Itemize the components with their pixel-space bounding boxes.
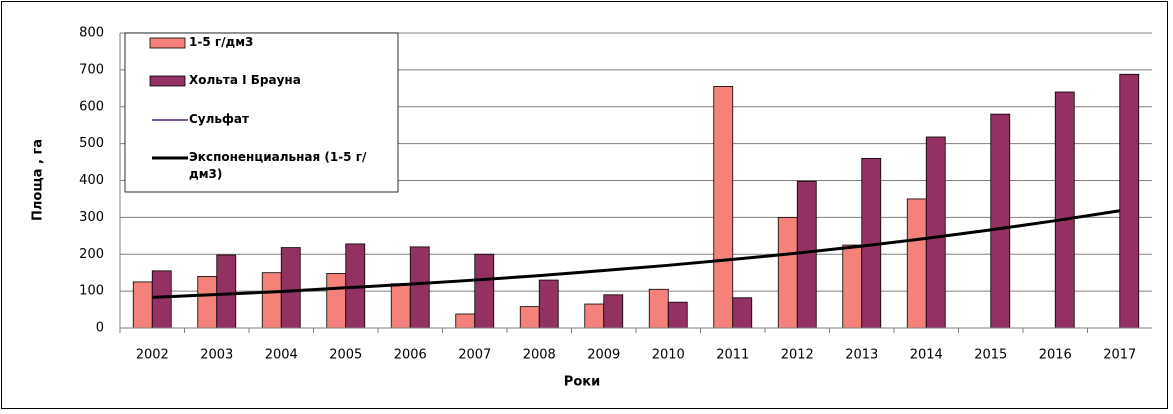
bar <box>648 288 669 329</box>
bar <box>280 247 301 329</box>
x-tick-label: 2006 <box>394 348 427 363</box>
x-tick-label: 2011 <box>716 348 749 363</box>
x-tick-label: 2013 <box>845 348 878 363</box>
x-tick-label: 2005 <box>329 348 362 363</box>
y-tick-label: 200 <box>79 247 104 262</box>
x-tick-label: 2002 <box>136 348 169 363</box>
bar <box>584 303 605 329</box>
bar <box>455 313 476 329</box>
legend-swatch <box>149 75 186 87</box>
legend-box <box>124 32 399 193</box>
bar <box>732 297 753 329</box>
bar <box>474 253 495 329</box>
x-tick-label: 2014 <box>910 348 943 363</box>
x-tick-label: 2016 <box>1039 348 1072 363</box>
bar <box>409 246 430 329</box>
bar <box>603 294 624 329</box>
bar <box>906 198 927 329</box>
x-tick-label: 2003 <box>200 348 233 363</box>
y-tick-label: 0 <box>96 321 104 336</box>
bar <box>1054 91 1075 329</box>
y-tick-label: 600 <box>79 99 104 114</box>
bar <box>777 216 798 329</box>
bar <box>261 272 282 329</box>
legend-label: Экспоненциальная (1-5 г/дм3) <box>189 150 367 181</box>
x-tick-label: 2012 <box>781 348 814 363</box>
x-tick-label: 2004 <box>265 348 298 363</box>
bar <box>519 306 540 329</box>
bar <box>713 86 734 329</box>
y-tick-label: 500 <box>79 136 104 151</box>
bar <box>390 283 411 329</box>
x-tick-label: 2017 <box>1103 348 1136 363</box>
bar <box>538 279 559 329</box>
x-tick-label: 2010 <box>652 348 685 363</box>
bar <box>796 180 817 329</box>
bar <box>197 275 218 329</box>
legend-swatch <box>149 37 186 49</box>
x-tick-label: 2009 <box>587 348 620 363</box>
bar <box>326 273 347 329</box>
bar <box>216 254 237 329</box>
y-tick-label: 100 <box>79 284 104 299</box>
bar <box>132 281 153 329</box>
y-tick-label: 300 <box>79 210 104 225</box>
bar <box>151 270 172 329</box>
bar <box>842 244 863 329</box>
legend-label: 1-5 г/дм3 <box>189 35 254 49</box>
line <box>152 209 1120 299</box>
x-axis-title: Роки <box>564 375 600 390</box>
y-tick-label: 400 <box>79 173 104 188</box>
bar <box>990 113 1011 329</box>
bar <box>925 136 946 329</box>
x-tick-label: 2007 <box>458 348 491 363</box>
y-tick-label: 800 <box>79 26 104 41</box>
legend-label: Хольта І Брауна <box>189 73 301 87</box>
x-tick-label: 2015 <box>974 348 1007 363</box>
bar <box>1119 73 1140 329</box>
x-tick-label: 2008 <box>523 348 556 363</box>
legend-label: Сульфат <box>189 112 249 126</box>
y-axis-title: Площа , га <box>31 139 46 221</box>
y-tick-label: 700 <box>79 62 104 77</box>
bar <box>667 301 688 329</box>
